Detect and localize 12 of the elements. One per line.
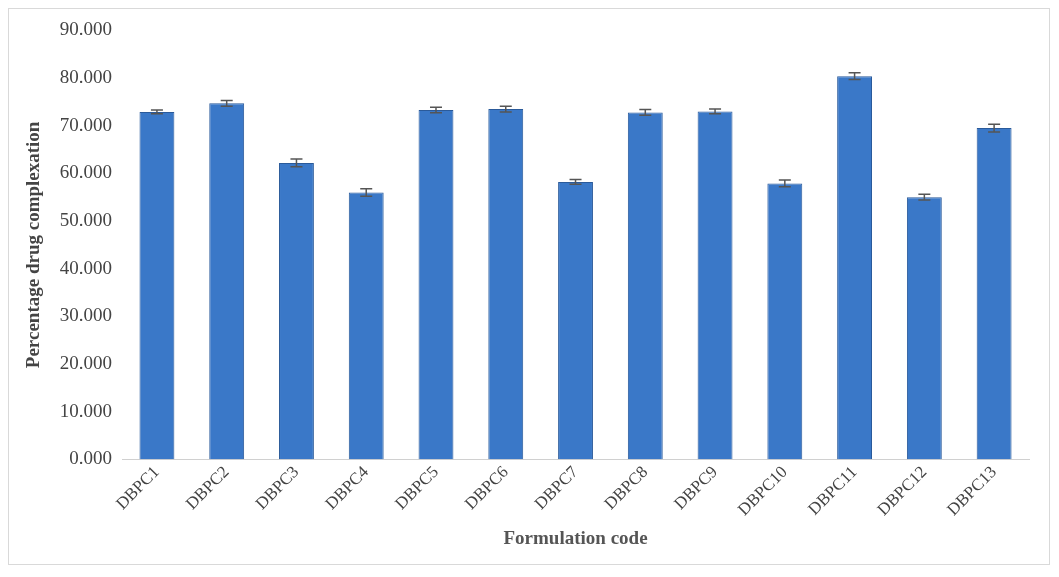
y-tick-label: 90.000 xyxy=(59,18,113,40)
y-tick-label: 40.000 xyxy=(59,256,113,278)
y-tick-label: 20.000 xyxy=(59,352,113,374)
y-tick-label: 60.000 xyxy=(59,161,113,183)
x-axis-title: Formulation code xyxy=(503,526,648,548)
y-tick-label: 80.000 xyxy=(59,66,113,88)
y-tick-label: 10.000 xyxy=(59,399,113,421)
y-axis-title: Percentage drug complexation xyxy=(22,121,44,369)
y-tick-label: 50.000 xyxy=(59,209,113,231)
y-tick-label: 0.000 xyxy=(69,447,113,469)
y-tick-label: 30.000 xyxy=(59,304,113,326)
y-tick-label: 70.000 xyxy=(59,113,113,135)
